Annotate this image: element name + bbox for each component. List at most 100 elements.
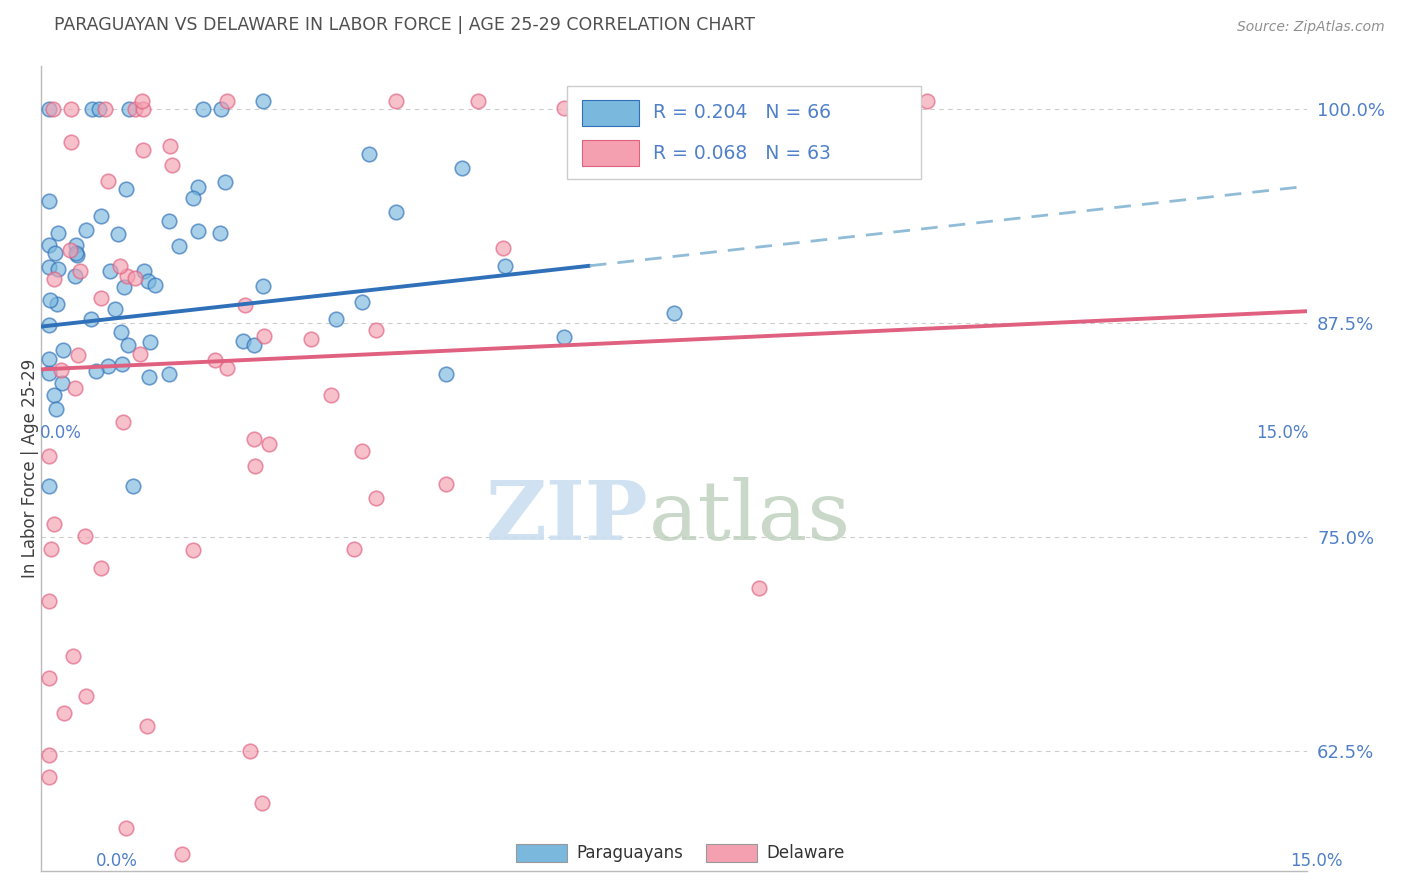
Point [98, 264, 121, 278]
Point [52, 343, 75, 357]
Point [90, 209, 112, 223]
Point [209, 226, 232, 240]
Point [49, 363, 72, 377]
Point [38, 449, 60, 463]
Point [42, 271, 65, 285]
Point [46, 262, 69, 277]
FancyBboxPatch shape [582, 140, 638, 166]
Point [167, 239, 190, 253]
Point [65, 245, 87, 260]
Point [90, 561, 112, 575]
Point [232, 334, 254, 348]
Point [214, 176, 236, 190]
Point [38, 293, 60, 307]
FancyBboxPatch shape [706, 844, 756, 862]
Point [917, 94, 939, 108]
Y-axis label: In Labor Force | Age 25-29: In Labor Force | Age 25-29 [21, 359, 39, 578]
Point [89, 102, 111, 116]
FancyBboxPatch shape [516, 844, 567, 862]
Point [252, 279, 274, 293]
Point [748, 581, 770, 595]
Point [160, 158, 183, 172]
Point [132, 102, 155, 116]
Point [114, 280, 136, 294]
Point [139, 335, 162, 350]
Point [159, 139, 181, 153]
Point [73, 528, 96, 542]
Point [75, 690, 97, 704]
Point [494, 259, 516, 273]
Text: Paraguayans: Paraguayans [576, 844, 683, 862]
Point [350, 294, 373, 309]
Point [187, 224, 209, 238]
Text: 15.0%: 15.0% [1291, 852, 1343, 870]
Text: atlas: atlas [648, 477, 851, 557]
Point [84, 364, 107, 378]
Point [215, 94, 238, 108]
Point [191, 102, 214, 116]
Point [69, 264, 91, 278]
Text: 0.0%: 0.0% [96, 852, 138, 870]
Point [132, 263, 155, 277]
Point [364, 323, 387, 337]
Point [124, 271, 146, 285]
Point [60, 135, 83, 149]
Point [257, 437, 280, 451]
Text: ZIP: ZIP [486, 477, 648, 557]
Point [62, 648, 84, 663]
Point [250, 796, 273, 810]
Point [122, 479, 145, 493]
Point [107, 227, 129, 242]
Point [39, 541, 62, 556]
Point [38, 671, 60, 685]
Point [451, 161, 474, 175]
Point [66, 348, 89, 362]
Point [245, 459, 267, 474]
Text: Source: ZipAtlas.com: Source: ZipAtlas.com [1237, 20, 1385, 34]
Point [45, 297, 67, 311]
Point [434, 367, 457, 381]
Point [75, 223, 97, 237]
Point [38, 747, 60, 762]
Point [239, 744, 262, 758]
Point [319, 388, 342, 402]
Point [117, 338, 139, 352]
Point [38, 479, 60, 493]
Text: Delaware: Delaware [766, 844, 845, 862]
Point [343, 542, 366, 557]
Point [138, 370, 160, 384]
Point [664, 306, 686, 320]
Text: 0.0%: 0.0% [39, 425, 82, 442]
Point [384, 204, 406, 219]
Point [131, 94, 153, 108]
Point [104, 302, 127, 317]
Point [215, 361, 238, 376]
Point [434, 477, 457, 491]
Point [359, 147, 381, 161]
Point [42, 387, 65, 401]
Point [38, 594, 60, 608]
Point [204, 353, 226, 368]
Point [111, 415, 134, 429]
Point [621, 94, 644, 108]
Point [53, 706, 76, 721]
FancyBboxPatch shape [582, 100, 638, 126]
Point [38, 260, 60, 275]
Point [42, 517, 65, 532]
Point [38, 194, 60, 209]
Text: R = 0.068   N = 63: R = 0.068 N = 63 [652, 144, 831, 162]
Point [63, 269, 86, 284]
Point [157, 214, 180, 228]
Point [115, 182, 138, 196]
Point [159, 367, 181, 381]
Point [124, 102, 146, 116]
Point [59, 243, 82, 257]
Point [110, 325, 132, 339]
Point [492, 241, 515, 255]
Point [117, 268, 139, 283]
Point [90, 292, 112, 306]
Point [93, 102, 115, 116]
Point [131, 143, 153, 157]
Point [187, 180, 209, 194]
Point [172, 847, 194, 861]
